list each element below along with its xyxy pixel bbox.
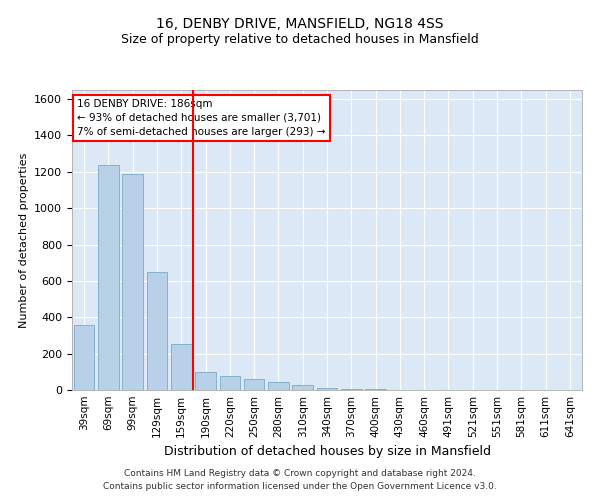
X-axis label: Distribution of detached houses by size in Mansfield: Distribution of detached houses by size … (163, 446, 491, 458)
Text: Contains HM Land Registry data © Crown copyright and database right 2024.: Contains HM Land Registry data © Crown c… (124, 468, 476, 477)
Text: Size of property relative to detached houses in Mansfield: Size of property relative to detached ho… (121, 32, 479, 46)
Bar (244, 379, 265, 390)
Bar (122, 174, 143, 390)
Text: 16 DENBY DRIVE: 186sqm
← 93% of detached houses are smaller (3,701)
7% of semi-d: 16 DENBY DRIVE: 186sqm ← 93% of detached… (77, 99, 326, 137)
Y-axis label: Number of detached properties: Number of detached properties (19, 152, 29, 328)
Bar (146, 272, 167, 390)
Bar (171, 344, 191, 390)
Bar (220, 376, 240, 390)
Bar (317, 388, 337, 390)
Bar (98, 164, 119, 390)
Bar (195, 372, 216, 390)
Bar (74, 324, 94, 390)
Bar (365, 389, 386, 390)
Bar (292, 384, 313, 390)
Bar (341, 389, 362, 390)
Text: Contains public sector information licensed under the Open Government Licence v3: Contains public sector information licen… (103, 482, 497, 491)
Bar (268, 382, 289, 390)
Text: 16, DENBY DRIVE, MANSFIELD, NG18 4SS: 16, DENBY DRIVE, MANSFIELD, NG18 4SS (156, 18, 444, 32)
